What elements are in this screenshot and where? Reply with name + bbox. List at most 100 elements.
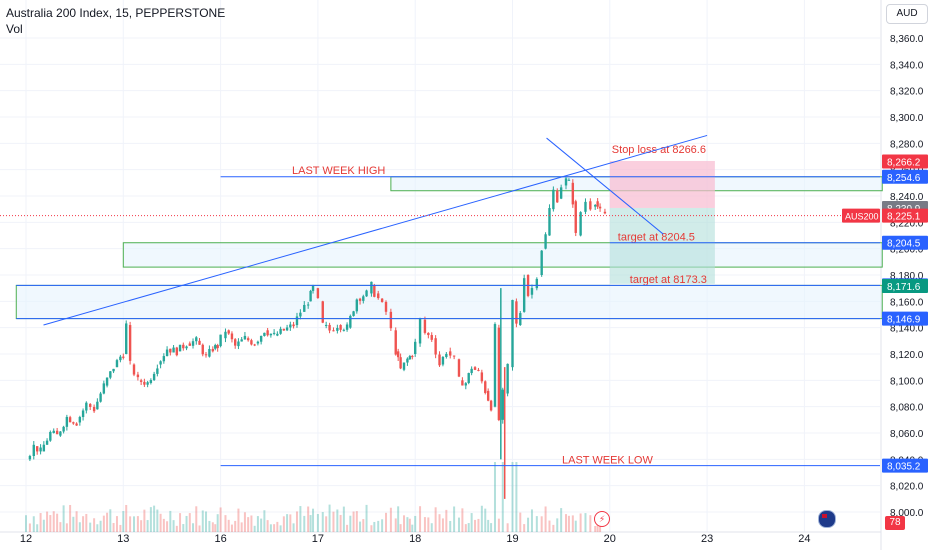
- candle-body: [246, 338, 250, 341]
- candle-body: [65, 416, 69, 427]
- candle-body: [52, 430, 55, 433]
- candle-body: [445, 353, 448, 357]
- candle-body: [269, 333, 273, 336]
- candle-body: [78, 417, 82, 423]
- candle-body: [243, 335, 247, 340]
- x-tick-label: 24: [798, 533, 810, 545]
- x-tick-label: 20: [604, 533, 616, 545]
- candle-body: [389, 311, 393, 329]
- candle-body: [544, 234, 547, 249]
- volume-bar: [153, 505, 156, 532]
- candle-body: [279, 328, 282, 334]
- volume-bar: [359, 521, 362, 532]
- candle-body: [414, 341, 417, 354]
- candle-body: [156, 368, 159, 374]
- volume-bar: [276, 521, 279, 532]
- candle-body: [214, 345, 217, 349]
- volume-bar: [467, 523, 470, 532]
- volume-bar: [365, 504, 368, 532]
- y-tick-label: 8,200.0: [890, 245, 924, 256]
- volume-bar: [99, 520, 102, 532]
- candle-body: [603, 211, 607, 214]
- volume-bar: [179, 513, 182, 532]
- candle-body: [430, 335, 433, 340]
- candle-body: [136, 374, 140, 378]
- candle-body: [373, 285, 376, 297]
- candle-body: [224, 331, 227, 339]
- candle-body: [292, 324, 295, 327]
- australia-flag-icon[interactable]: [818, 510, 836, 528]
- candle-body: [449, 351, 452, 356]
- candle-body: [584, 201, 587, 212]
- last-week-high-price-tag: 8,254.6: [887, 173, 921, 184]
- volume-bar: [414, 515, 417, 532]
- volume-bar: [102, 515, 105, 532]
- candle-body: [59, 431, 62, 436]
- volume-bar: [556, 518, 559, 532]
- currency-button[interactable]: AUD: [886, 4, 928, 24]
- candle-body: [564, 178, 568, 186]
- candle-body: [204, 354, 208, 356]
- volume-bar: [399, 524, 402, 532]
- symbol-title[interactable]: Australia 200 Index, 15, PEPPERSTONE: [6, 6, 226, 20]
- stop-loss-label: Stop loss at 8266.6: [612, 144, 706, 156]
- volume-bar: [453, 506, 456, 532]
- volume-indicator-label[interactable]: Vol: [6, 22, 23, 36]
- candle-body: [175, 347, 179, 356]
- volume-bar: [39, 513, 42, 532]
- volume-bar: [490, 523, 493, 532]
- volume-bar: [122, 511, 125, 532]
- volume-bar: [82, 516, 85, 532]
- candle-body: [125, 323, 128, 354]
- volume-bar: [574, 520, 577, 532]
- volume-bar: [93, 518, 96, 532]
- volume-bar: [188, 513, 191, 532]
- volume-bar: [208, 520, 211, 532]
- volume-bar: [480, 505, 483, 532]
- volume-bar: [519, 512, 522, 532]
- candle-body: [396, 351, 400, 358]
- volume-bar: [149, 507, 152, 532]
- candle-body: [72, 422, 75, 424]
- level-8146-price-tag: 8,146.9: [887, 315, 921, 326]
- volume-bar: [477, 518, 480, 532]
- x-tick-label: 13: [117, 533, 129, 545]
- candle-body: [109, 371, 112, 378]
- y-tick-label: 8,320.0: [890, 87, 924, 98]
- candle-body: [68, 417, 72, 423]
- lightning-event-icon[interactable]: ⚡: [594, 511, 610, 527]
- price-tag-2-bg: [882, 208, 928, 223]
- candle-body: [219, 334, 222, 347]
- candle-body: [146, 382, 149, 385]
- candle-body: [556, 190, 559, 203]
- candle-body: [149, 380, 153, 383]
- level-8204-price-tag: 8,204.5: [887, 239, 921, 250]
- candle-body: [75, 423, 78, 426]
- volume-bar: [511, 462, 514, 532]
- volume-bar: [201, 510, 204, 532]
- candle-body: [112, 368, 115, 372]
- volume-bar: [146, 520, 149, 532]
- price-tag-0-bg: [882, 154, 928, 169]
- level-8146-price-tag-bg: [882, 311, 928, 326]
- volume-bar: [175, 525, 178, 532]
- candle-body: [477, 369, 480, 371]
- volume-bar: [69, 504, 72, 532]
- volume-bar: [589, 515, 592, 532]
- volume-bar: [46, 511, 49, 532]
- volume-bar: [129, 516, 132, 532]
- volume-bar: [441, 518, 444, 532]
- candle-body: [540, 250, 543, 275]
- volume-bar: [243, 512, 246, 532]
- volume-bar: [377, 520, 380, 532]
- volume-bar: [109, 509, 112, 532]
- volume-bar: [234, 520, 237, 532]
- volume-bar: [156, 509, 159, 532]
- candle-body: [493, 324, 497, 407]
- price-tag-3-bg: [882, 279, 928, 294]
- price-tag-3: 8,171.6: [887, 282, 921, 293]
- volume-bar: [461, 508, 464, 532]
- candle-body: [522, 278, 526, 312]
- volume-bar: [78, 522, 81, 532]
